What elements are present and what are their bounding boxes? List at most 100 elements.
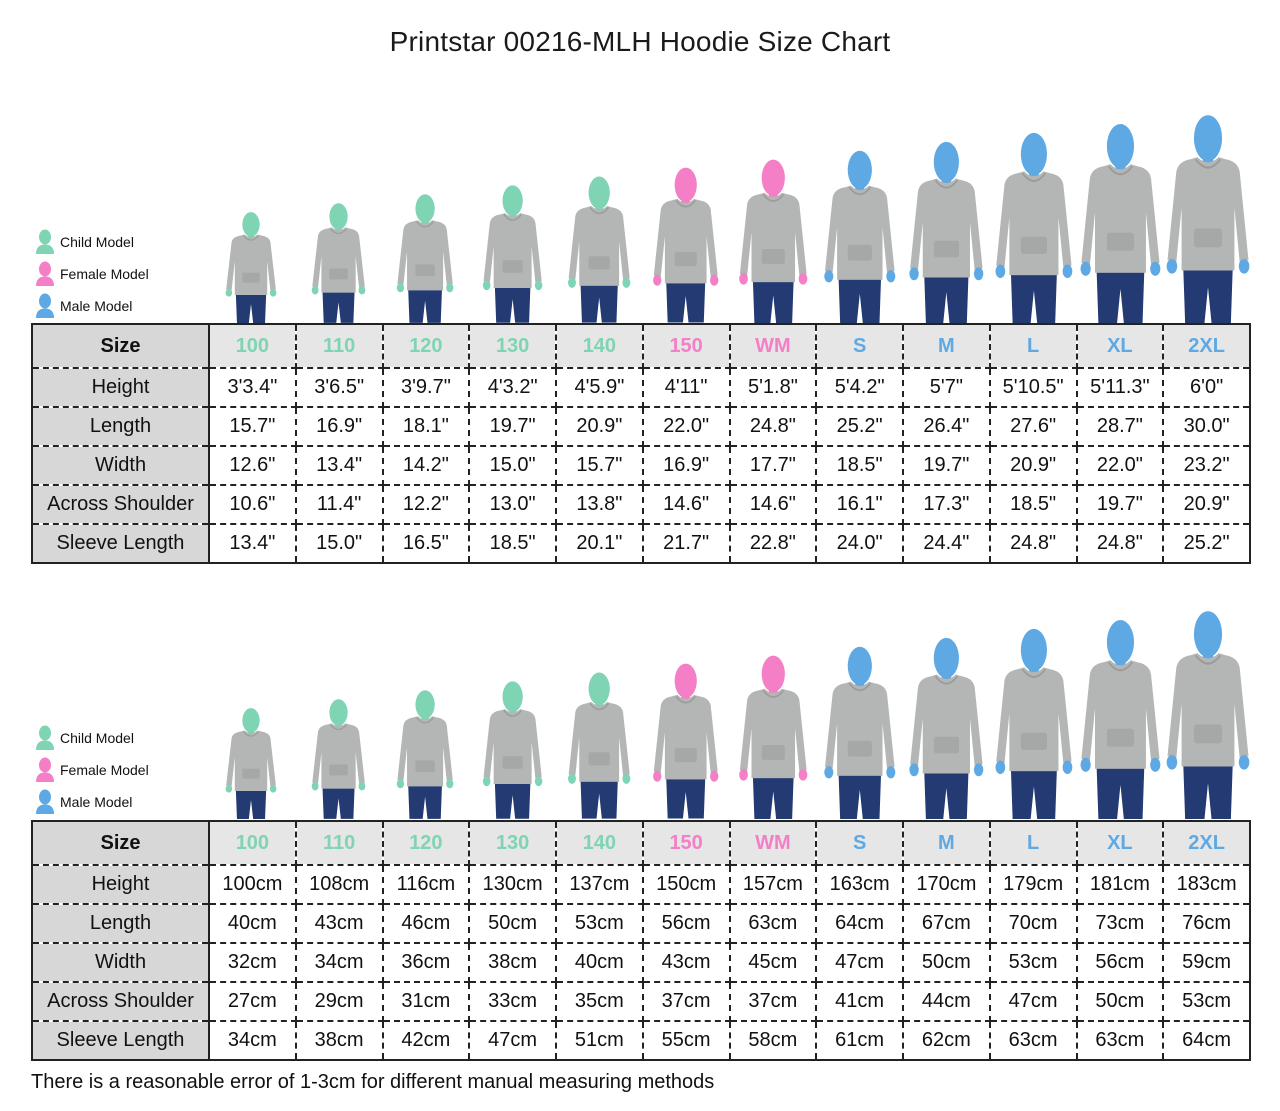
measurement-cell: 76cm <box>1163 904 1250 944</box>
measurement-cell: 14.6" <box>729 485 818 525</box>
measurement-cell: 16.9" <box>642 446 731 486</box>
measurement-cell: 137cm <box>556 865 644 905</box>
row-label: Width <box>32 446 210 486</box>
size-label: 100 <box>209 324 297 369</box>
measurement-cell: 24.8" <box>989 524 1078 563</box>
measurement-cell: 13.4" <box>295 446 384 486</box>
measurement-cell: 51cm <box>556 1021 644 1060</box>
model-silhouette <box>1166 611 1249 819</box>
measurement-cell: 13.0" <box>469 485 557 525</box>
model-silhouette <box>1080 123 1161 323</box>
measurement-cell: 41cm <box>816 982 904 1022</box>
legend-item: Male Model <box>34 786 204 818</box>
measurement-cell: 64cm <box>1182 1029 1232 1051</box>
model-silhouette <box>396 194 454 323</box>
measurement-cell: 10.6" <box>209 485 297 525</box>
measurement-cell: 19.7" <box>1076 485 1165 525</box>
measurement-cell: 37cm <box>642 982 731 1022</box>
measurement-cell: 15.7" <box>556 446 644 486</box>
model-figure-100 <box>224 211 278 323</box>
measurement-cell: 35cm <box>556 982 644 1022</box>
model-figure-M <box>907 636 986 819</box>
measurement-cell: 170cm <box>903 865 991 905</box>
measurement-cell: 24.8" <box>729 407 818 447</box>
measurement-cell: 3'9.7" <box>382 368 471 408</box>
model-figures <box>208 609 1251 819</box>
measurement-cell: 37cm <box>729 982 818 1022</box>
legend-label: Male Model <box>60 298 133 314</box>
measurement-cell: 22.0" <box>642 407 731 447</box>
measurement-cell: 24.8" <box>1076 524 1165 563</box>
model-figure-XL <box>1078 618 1163 819</box>
table-row: Height 100cm 108cm 116cm 130cm 137cm 150cm 157c… <box>32 865 1250 905</box>
measurement-cell: 43cm <box>295 904 384 944</box>
model-silhouette <box>1166 115 1249 323</box>
size-label: 140 <box>556 324 644 369</box>
model-figure-L <box>993 131 1075 323</box>
measurement-cell: 31cm <box>382 982 471 1022</box>
row-label: Across Shoulder <box>32 485 210 525</box>
measurement-cell: 63cm <box>989 1021 1078 1060</box>
size-label: 110 <box>295 821 384 866</box>
model-silhouette <box>226 708 277 819</box>
measurement-cell: 5'1.8" <box>729 368 818 408</box>
measurement-cell: 12.6" <box>209 446 297 486</box>
model-figure-WM <box>737 158 810 323</box>
model-figure-110 <box>310 698 367 819</box>
measurement-cell: 13.8" <box>556 485 644 525</box>
measurement-cell: 53cm <box>989 943 1078 983</box>
size-label: 130 <box>469 821 557 866</box>
measurement-cell: 16.9" <box>295 407 384 447</box>
person-icon <box>36 725 54 750</box>
model-figure-S <box>822 645 898 819</box>
model-silhouette <box>567 672 631 819</box>
table-row: Length 15.7" 16.9" 18.1" 19.7" 20.9" 22.0" 24.8… <box>32 407 1250 447</box>
measurement-cell: 32cm <box>209 943 297 983</box>
measurement-cell: 50cm <box>903 943 991 983</box>
measurement-cell: 20.9" <box>989 446 1078 486</box>
measurement-cell: 15.0" <box>469 446 557 486</box>
measurement-cell: 12.2" <box>382 485 471 525</box>
measurement-cell: 19.7" <box>903 446 991 486</box>
measurement-cell: 108cm <box>295 865 384 905</box>
model-figure-WM <box>737 654 810 819</box>
row-label: Length <box>32 407 210 447</box>
measurement-cell: 20.9" <box>556 407 644 447</box>
measurement-cell: 22.8" <box>729 524 818 563</box>
model-figure-140 <box>566 671 632 819</box>
measurement-cell: 4'5.9" <box>556 368 644 408</box>
measurement-cell: 40cm <box>556 943 644 983</box>
model-silhouette <box>909 141 984 323</box>
measurement-cell: 47cm <box>469 1021 557 1060</box>
measurement-cell: 18.5" <box>989 485 1078 525</box>
measurement-cell: 4'3.2" <box>469 368 557 408</box>
row-label: Sleeve Length <box>32 524 210 563</box>
model-silhouette <box>482 185 542 323</box>
measurement-cell: 163cm <box>816 865 904 905</box>
measurement-cell: 15.7" <box>209 407 297 447</box>
person-icon <box>36 293 54 318</box>
measurement-cell: 100cm <box>209 865 297 905</box>
table-row: Width 12.6" 13.4" 14.2" 15.0" 15.7" 16.9" 17.7"… <box>32 446 1250 486</box>
size-label: 120 <box>382 821 471 866</box>
measurement-cell: 157cm <box>729 865 818 905</box>
table-row: Across Shoulder 10.6" 11.4" 12.2" 13.0" 13.8"… <box>32 485 1250 525</box>
model-figure-120 <box>395 193 455 323</box>
measurement-cell: 36cm <box>382 943 471 983</box>
measurement-cell: 63cm <box>1076 1021 1165 1060</box>
row-label: Height <box>32 865 210 905</box>
size-label: S <box>816 324 904 369</box>
size-label: 100 <box>209 821 297 866</box>
model-silhouette <box>226 212 277 323</box>
person-icon <box>36 261 54 286</box>
size-label: L <box>989 821 1078 866</box>
measurement-cell: 34cm <box>295 943 384 983</box>
measurement-cell: 28.7" <box>1076 407 1165 447</box>
size-label: 130 <box>469 324 557 369</box>
legend-item: Child Model <box>34 226 204 258</box>
size-label: 150 <box>642 324 731 369</box>
model-silhouette <box>995 132 1073 323</box>
model-silhouette <box>396 690 454 819</box>
model-silhouette <box>824 150 896 323</box>
measurement-cell: 33cm <box>469 982 557 1022</box>
